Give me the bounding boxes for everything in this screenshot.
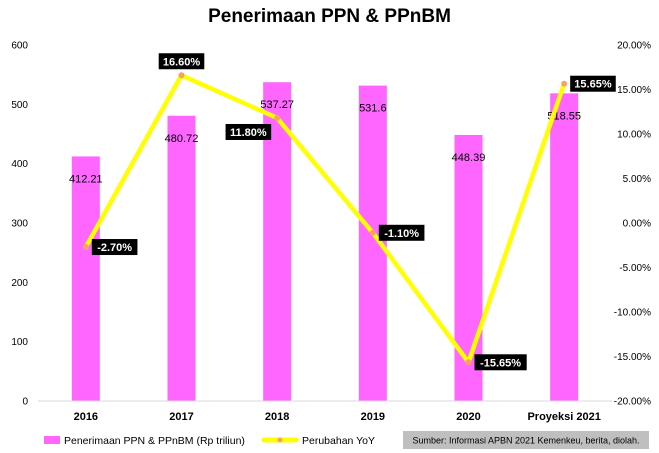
yoy-label-box: [570, 75, 616, 92]
source-text: Sumber: Informasi APBN 2021 Kemenkeu, be…: [412, 436, 639, 446]
right-axis-tick-label: -10.00%: [614, 308, 651, 319]
right-axis-tick-label: -15.00%: [614, 352, 651, 363]
yoy-label-box: [225, 123, 272, 140]
yoy-label: -1.10%: [384, 228, 419, 240]
bar-value-label: 448.39: [452, 152, 486, 164]
left-axis-tick-label: 200: [11, 278, 28, 289]
yoy-label: 11.80%: [230, 127, 267, 139]
yoy-label-box: [158, 53, 205, 70]
yoy-label: -15.65%: [480, 357, 521, 369]
legend-line-marker: [277, 437, 283, 443]
yoy-line: [83, 73, 567, 365]
x-axis-tick-label: 2020: [456, 411, 480, 423]
right-axis-tick-label: -5.00%: [619, 263, 651, 274]
yoy-label-box: [378, 224, 425, 241]
right-axis-tick-label: 10.00%: [617, 130, 651, 141]
legend-bar-label: Penerimaan PPN & PPnBM (Rp triliun): [64, 435, 245, 447]
yoy-label-box: [474, 354, 527, 371]
right-axis-tick-label: -20.00%: [614, 397, 651, 408]
yoy-label: -2.70%: [97, 242, 132, 254]
source-note: Sumber: Informasi APBN 2021 Kemenkeu, be…: [403, 431, 649, 449]
right-axis-tick-label: 20.00%: [617, 41, 651, 52]
legend-line-label: Perubahan YoY: [302, 435, 375, 447]
source-box: [403, 431, 649, 449]
yoy-label: 16.60%: [163, 56, 201, 68]
bar-value-label: 537.27: [260, 99, 294, 111]
bar-value-label: 531.6: [359, 103, 387, 115]
yoy-point: [178, 72, 185, 79]
x-axis-tick-label: 2019: [361, 411, 385, 423]
yoy-point: [465, 359, 472, 366]
x-axis-tick-label: Proyeksi 2021: [527, 411, 600, 423]
yoy-line-series: [82, 72, 568, 366]
left-axis-tick-label: 100: [11, 337, 28, 348]
bar-value-label: 480.72: [165, 133, 199, 145]
legend-bar-swatch: [44, 436, 60, 444]
left-axis-tick-label: 600: [11, 41, 28, 52]
bar: [167, 115, 196, 401]
bar: [550, 93, 579, 402]
yoy-label: 15.65%: [574, 79, 612, 91]
left-axis: 600 500 400 300 200 100 0: [11, 41, 28, 408]
bar-value-label: 412.21: [69, 173, 103, 185]
yoy-point: [369, 229, 376, 236]
left-axis-tick-label: 400: [11, 159, 28, 170]
chart-title: Penerimaan PPN & PPnBM: [208, 6, 451, 27]
x-axis-tick-label: 2017: [169, 411, 193, 423]
yoy-value-labels: -2.70% 16.60% 11.80% -1.10% -15.65% 15.65%: [91, 53, 616, 371]
yoy-point: [561, 80, 568, 87]
left-axis-tick-label: 500: [11, 100, 28, 111]
right-axis-tick-label: 5.00%: [623, 174, 651, 185]
bar: [71, 156, 100, 401]
yoy-point: [274, 114, 281, 121]
left-axis-tick-label: 300: [11, 219, 28, 230]
left-axis-tick-label: 0: [22, 397, 28, 408]
x-axis-tick-label: 2016: [74, 411, 98, 423]
legend: Penerimaan PPN & PPnBM (Rp triliun) Peru…: [44, 435, 375, 447]
right-axis-tick-label: 0.00%: [623, 219, 651, 230]
x-axis-tick-label: 2018: [265, 411, 289, 423]
yoy-label-box: [91, 239, 138, 256]
bar-series: [71, 82, 579, 402]
x-axis: 2016 2017 2018 2019 2020 Proyeksi 2021: [74, 411, 601, 423]
yoy-point: [82, 244, 89, 251]
right-axis: 20.00% 15.00% 10.00% 5.00% 0.00% -5.00% -10.00…: [614, 41, 651, 408]
right-axis-tick-label: 15.00%: [617, 85, 651, 96]
